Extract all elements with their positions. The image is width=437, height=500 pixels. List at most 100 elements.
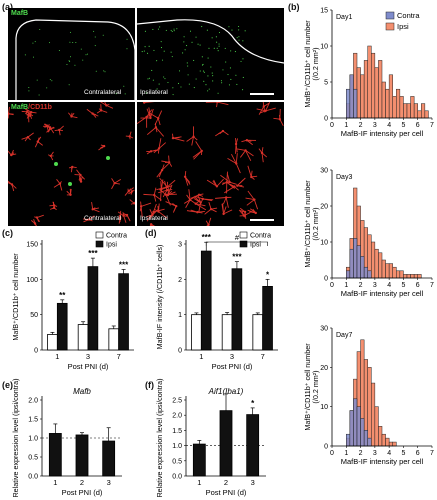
mafb-cell-dot	[201, 64, 204, 66]
mafb-cell-dot	[216, 41, 218, 43]
tissue-outline	[15, 19, 135, 100]
mafb-cell-dot	[217, 92, 219, 94]
microglia-soma	[262, 105, 266, 108]
mafb-cell-dot	[94, 36, 96, 38]
mafb-cell-dot	[236, 37, 238, 39]
histogram-bar-ipsi	[381, 81, 386, 119]
x-axis-label: Post PNI (d)	[212, 362, 253, 371]
significance-marker: ***	[232, 253, 242, 262]
mafb-cell-dot	[180, 86, 182, 88]
microglia-soma	[35, 216, 39, 219]
mafb-cell-dot	[33, 56, 35, 58]
mafb-cell-dot	[206, 29, 208, 31]
histogram-bar-contra	[356, 406, 361, 447]
microglia-process	[158, 170, 163, 178]
significance-marker: ***	[202, 233, 212, 242]
microglia-soma	[10, 153, 13, 157]
y-tick-label: 0.5	[28, 455, 38, 462]
microglia-process	[215, 197, 227, 199]
microglia-soma	[149, 116, 152, 120]
y-axis-label: Relative expression level (ipsi/contra)	[11, 378, 20, 497]
y-tick-label: 30	[320, 168, 328, 175]
mafb-cell-dot	[158, 83, 160, 85]
mafb-cell-dot	[46, 87, 48, 89]
y-tick-label: 2.0	[28, 398, 38, 405]
microglia-process	[262, 102, 265, 107]
y-tick-label: 0.0	[28, 474, 38, 481]
microglia-soma	[79, 173, 82, 177]
microglia-process	[92, 208, 100, 213]
y-tick-label: 2.5	[172, 398, 182, 405]
microglia-process	[166, 179, 176, 188]
micrograph-top-ipsilateral: Ipsilateral	[137, 8, 284, 100]
y-tick-label: 2.0	[172, 413, 182, 420]
microglia-process	[99, 102, 107, 106]
microglia-soma	[27, 114, 30, 117]
x-tick-label: 7	[430, 450, 434, 457]
microglia-process	[235, 163, 241, 174]
mafb-cell-dot	[195, 78, 197, 80]
microglia-soma	[87, 218, 91, 221]
mafb-cell-dot	[216, 47, 218, 49]
mafb-cell-dot	[143, 50, 145, 52]
stain-label-mafb: MafB	[11, 10, 29, 17]
histogram-bar-contra	[356, 245, 361, 279]
mafb-cell-dot	[85, 54, 87, 56]
x-tick-label: 4	[387, 450, 391, 457]
microglia-process	[184, 176, 191, 183]
y-axis-label: MafB⁺/CD11b⁺ cell number	[303, 20, 312, 108]
histogram-bar-contra	[367, 437, 372, 447]
mafb-cell-dot	[230, 78, 232, 81]
mafb-cell-dot	[231, 29, 233, 31]
histogram-bar-ipsi	[385, 437, 390, 447]
microglia-soma	[242, 214, 246, 217]
microglia-soma	[145, 115, 148, 119]
mafb-cell-dot	[123, 85, 125, 87]
histogram-bar-ipsi	[421, 103, 426, 119]
panel-label-f: (f)	[145, 380, 154, 390]
microglia-process	[206, 179, 218, 187]
histogram-bar-ipsi	[374, 248, 379, 279]
mafb-cell-dot	[94, 45, 96, 47]
microglia-process	[225, 197, 229, 208]
x-tick-label: 3	[107, 478, 111, 487]
y-tick-label: 1.5	[172, 428, 182, 435]
microglia-soma	[58, 182, 62, 185]
histogram-bar-ipsi	[403, 274, 408, 279]
y-tick-label: 10	[320, 404, 328, 411]
mafb-cell-dot	[218, 43, 220, 45]
mafb-cell-dot	[173, 30, 175, 32]
mafb-cell-dot	[126, 38, 128, 40]
microglia-soma	[33, 222, 37, 225]
microglia-process	[153, 203, 157, 213]
histogram-bar-contra	[367, 270, 372, 279]
microglia-soma	[153, 193, 156, 197]
y-axis-label-unit: (/0.2 mm²)	[311, 47, 320, 80]
y-tick-label: 0	[324, 276, 328, 283]
microglia-soma	[171, 136, 175, 140]
mafb-cell-dot	[238, 36, 240, 38]
microglia-soma	[58, 128, 61, 132]
microglia-process	[223, 206, 227, 215]
histogram-bar-contra	[349, 410, 354, 447]
y-tick-label: 1.0	[28, 436, 38, 443]
microglia-soma	[149, 223, 153, 226]
microglia-process	[194, 195, 203, 200]
mafb-cell-dot	[189, 30, 192, 32]
microglia-soma	[160, 188, 163, 191]
x-tick-label: 4	[387, 122, 391, 129]
histogram-bar-ipsi	[388, 263, 393, 279]
microglia-process	[220, 174, 230, 183]
panel-label-e: (e)	[2, 380, 13, 390]
mafb-cell-dot	[238, 29, 240, 31]
histogram-bar-ipsi	[413, 274, 418, 279]
microglia-soma	[167, 161, 171, 164]
mafb-cell-dot	[207, 57, 209, 59]
mafb-cell-dot	[188, 83, 190, 85]
mafb-cell-dot	[163, 50, 165, 52]
microglia-process	[247, 165, 252, 178]
mafb-cell-dot	[147, 78, 149, 80]
microglia-soma	[197, 193, 201, 197]
mafb-cell-dot	[218, 31, 221, 34]
mafb-cell-dot	[49, 79, 51, 81]
